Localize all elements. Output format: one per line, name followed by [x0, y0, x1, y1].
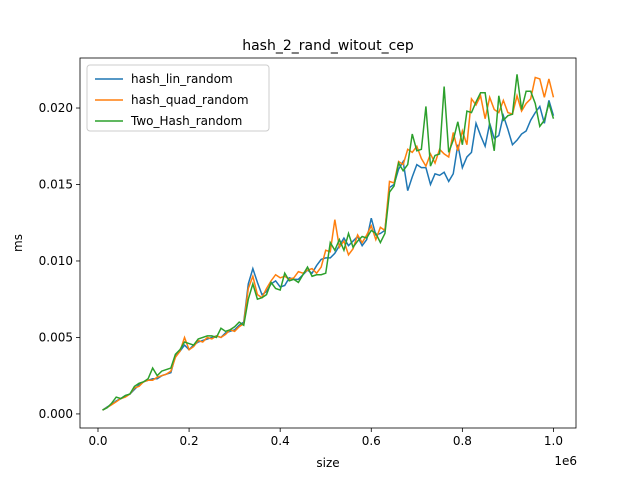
x-tick-label: 0.2 — [180, 434, 199, 448]
x-axis-label: size — [316, 456, 339, 470]
x-offset-label: 1e6 — [554, 454, 577, 468]
x-tick-label: 0.6 — [362, 434, 381, 448]
line-series — [102, 74, 555, 411]
y-tick-label: 0.005 — [39, 330, 73, 344]
legend-label: hash_quad_random — [131, 93, 249, 107]
legend-label: hash_lin_random — [131, 72, 233, 86]
x-tick-label: 0.8 — [453, 434, 472, 448]
y-tick-label: 0.015 — [39, 177, 73, 191]
y-tick-label: 0.010 — [39, 254, 73, 268]
legend-label: Two_Hash_random — [130, 114, 242, 128]
x-tick-label: 0.0 — [88, 434, 107, 448]
y-tick-label: 0.000 — [39, 407, 73, 421]
line-series — [102, 76, 555, 411]
plot-frame — [79, 57, 577, 429]
y-tick-label: 0.020 — [39, 101, 73, 115]
y-axis-label: ms — [11, 234, 25, 252]
chart-title: hash_2_rand_witout_cep — [242, 38, 414, 54]
x-tick-label: 0.4 — [271, 434, 290, 448]
x-tick-label: 1.0 — [544, 434, 563, 448]
legend-box — [86, 64, 270, 132]
